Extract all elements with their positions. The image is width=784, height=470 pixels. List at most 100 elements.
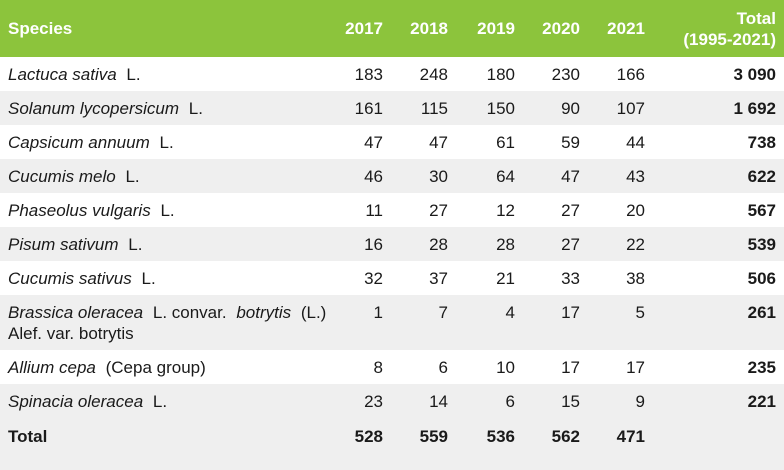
species-part: Phaseolus vulgaris [8,201,151,220]
value-cell: 16 [364,235,383,254]
total-cell: 738 [747,133,776,152]
value-cell: 10 [496,358,515,377]
value-cell: 7 [438,303,448,322]
species-part: L. [152,392,168,411]
species-part: botrytis [236,303,292,322]
value-cell: 4 [505,303,515,322]
value-cell: 248 [419,65,448,84]
value-cell: 5 [635,303,645,322]
table-row: Phaseolus vulgaris L. 11 27 12 27 20 567 [0,193,784,227]
total-value: 471 [584,418,649,470]
value-cell: 180 [486,65,515,84]
table-row: Cucumis sativus L. 32 37 21 33 38 506 [0,261,784,295]
value-cell: 17 [561,303,580,322]
value-cell: 33 [561,269,580,288]
value-cell: 43 [626,167,645,186]
value-cell: 30 [429,167,448,186]
value-cell: 46 [364,167,383,186]
value-cell: 17 [626,358,645,377]
value-cell: 14 [429,392,448,411]
header-cell: 2021 [607,19,645,38]
value-cell: 38 [626,269,645,288]
value-cell: 64 [496,167,515,186]
species-cell: Brassica oleracea L. convar. botrytis (L… [0,295,330,350]
species-part: Lactuca sativa [8,65,117,84]
total-value: 536 [452,418,519,470]
header-cell: 2018 [410,19,448,38]
value-cell: 161 [354,99,383,118]
species-part: L. [159,133,174,152]
total-cell: 1 692 [733,99,776,118]
value-cell: 1 [373,303,383,322]
species-cell: Phaseolus vulgaris L. [0,193,330,227]
value-cell: 8 [373,358,383,377]
value-cell: 150 [486,99,515,118]
value-cell: 230 [551,65,580,84]
total-cell: 539 [747,235,776,254]
table-row: Pisum sativum L. 16 28 28 27 22 539 [0,227,784,261]
species-cell: Cucumis sativus L. [0,261,330,295]
value-cell: 12 [496,201,515,220]
value-cell: 37 [429,269,448,288]
value-cell: 27 [429,201,448,220]
table-row: Spinacia oleracea L. 23 14 6 15 9 221 [0,384,784,418]
total-cell: 261 [747,303,776,322]
species-part: Cucumis melo [8,167,116,186]
species-cell: Lactuca sativa L. [0,57,330,91]
total-cell: 622 [747,167,776,186]
species-part: Allium cepa [8,358,96,377]
species-part: Cucumis sativus [8,269,132,288]
species-part: Solanum lycopersicum [8,99,180,118]
value-cell: 6 [505,392,515,411]
species-part: L. [160,201,175,220]
total-value: 528 [330,418,387,470]
total-cell: 506 [747,269,776,288]
value-cell: 11 [365,201,383,220]
value-cell: 47 [364,133,383,152]
header-cell: 2020 [542,19,580,38]
species-part: L. [128,235,143,254]
value-cell: 23 [364,392,383,411]
value-cell: 47 [429,133,448,152]
header-cell: Total (1995-2021) [649,0,784,57]
table-row: Solanum lycopersicum L. 161 115 150 90 107 1 … [0,91,784,125]
total-value: 562 [519,418,584,470]
table-row: Capsicum annuum L. 47 47 61 59 44 738 [0,125,784,159]
value-cell: 28 [429,235,448,254]
species-part: (L.) Alef. var. botrytis [8,303,327,343]
value-cell: 17 [561,358,580,377]
value-cell: 32 [364,269,383,288]
species-cell: Pisum sativum L. [0,227,330,261]
total-cell: 567 [747,201,776,220]
species-part: Capsicum annuum [8,133,150,152]
header-cell: 2017 [345,19,383,38]
species-part: L. [125,167,140,186]
species-part: L. [141,269,156,288]
species-cell: Cucumis melo L. [0,159,330,193]
value-cell: 21 [496,269,515,288]
value-cell: 28 [496,235,515,254]
header-cell: Species [8,19,73,38]
species-part: Brassica oleracea [8,303,144,322]
species-part: Spinacia oleracea [8,392,144,411]
value-cell: 59 [561,133,580,152]
value-cell: 115 [420,99,448,118]
header-line: Total [736,8,776,28]
value-cell: 107 [616,99,645,118]
species-part: L. convar. [152,303,227,322]
species-cell: Solanum lycopersicum L. [0,91,330,125]
species-cell: Capsicum annuum L. [0,125,330,159]
header-cell: 2019 [477,19,515,38]
value-cell: 61 [496,133,515,152]
value-cell: 47 [561,167,580,186]
value-cell: 166 [616,65,645,84]
table-row: Cucumis melo L. 46 30 64 47 43 622 [0,159,784,193]
value-cell: 6 [438,358,448,377]
total-cell: 221 [747,392,776,411]
value-cell: 22 [626,235,645,254]
value-cell: 27 [561,201,580,220]
total-cell: 235 [747,358,776,377]
header-row: Species 2017 2018 2019 2020 2021 Total (1995-20… [0,0,784,57]
